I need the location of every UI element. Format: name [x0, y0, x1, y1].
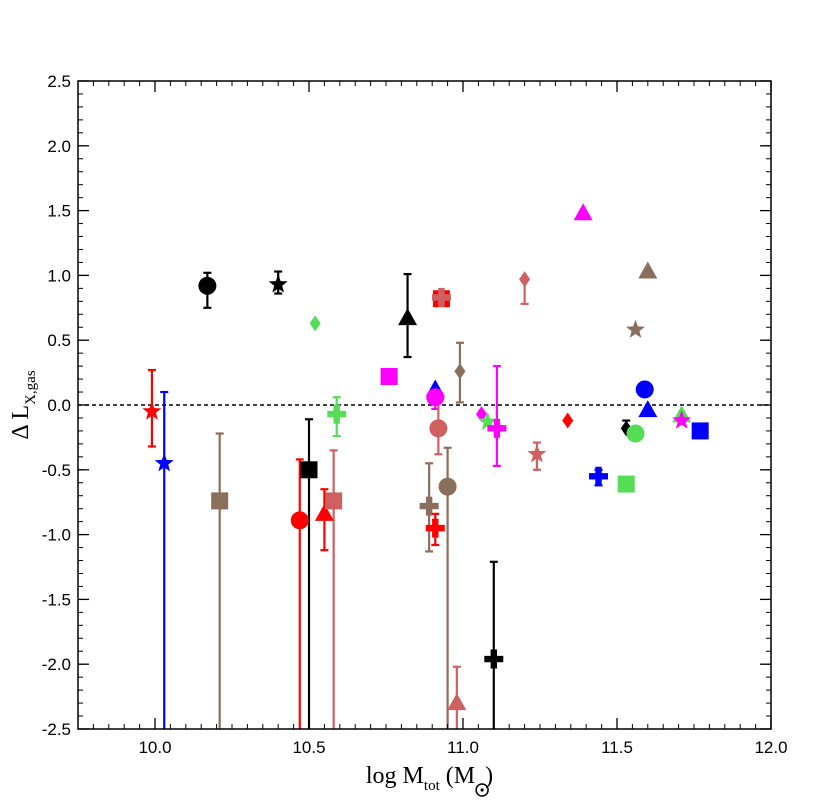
data-point-triangle — [314, 503, 334, 521]
data-point-circle — [635, 380, 654, 399]
data-point-circle — [429, 419, 448, 438]
data-point-diamond — [562, 412, 574, 429]
data-point-square — [691, 422, 709, 440]
data-point-cross — [419, 496, 439, 516]
sun-dot — [480, 788, 484, 792]
x-tick-label: 11.0 — [447, 738, 479, 757]
x-axis-title-main: log M — [366, 763, 424, 789]
data-point-circle — [426, 388, 445, 407]
data-point-square — [300, 461, 318, 479]
x-axis-title-subscript: tot — [424, 778, 441, 794]
data-point-cross — [425, 518, 445, 538]
data-point-triangle — [447, 693, 467, 711]
y-tick-label: 2.0 — [47, 137, 71, 156]
data-point-diamond — [475, 406, 487, 423]
y-tick-label: 1.0 — [47, 266, 71, 285]
x-tick-label: 12.0 — [754, 738, 787, 757]
x-axis-title-unit-open: (M — [440, 763, 475, 789]
data-point-star — [672, 410, 692, 429]
data-point-square — [617, 475, 635, 493]
data-point-diamond — [309, 315, 321, 332]
data-point-triangle — [638, 261, 658, 279]
x-tick-label: 10.5 — [292, 738, 325, 757]
data-point-star — [142, 401, 162, 420]
y-tick-label: 0.5 — [47, 331, 71, 350]
data-point-cross — [327, 404, 347, 424]
data-point-triangle — [398, 308, 418, 326]
sun-circle — [475, 783, 489, 797]
y-tick-label: -2.5 — [42, 720, 71, 739]
y-axis-title-subscript: X,gas — [23, 370, 39, 405]
data-point-triangle — [573, 203, 593, 221]
data-point-star — [268, 274, 288, 293]
data-point-diamond — [519, 271, 531, 288]
y-tick-label: 2.5 — [47, 72, 71, 91]
data-point-square — [211, 492, 229, 510]
data-point-circle — [626, 424, 645, 443]
data-point-circle — [438, 477, 457, 496]
x-tick-label: 10.0 — [138, 738, 171, 757]
data-point-circle — [290, 511, 309, 530]
y-tick-label: 0.0 — [47, 396, 71, 415]
y-tick-label: -2.0 — [42, 655, 71, 674]
y-tick-label: 1.5 — [47, 202, 71, 221]
data-point-cross — [431, 287, 451, 307]
y-axis-title-main: Δ L — [8, 405, 34, 440]
solar-mass-symbol — [475, 783, 489, 797]
x-axis-title-unit-close: ) — [485, 763, 493, 789]
x-tick-label: 11.5 — [601, 738, 633, 757]
data-point-cross — [589, 466, 609, 486]
data-point-star — [478, 411, 498, 430]
y-axis-title: Δ LX,gas — [8, 370, 39, 440]
data-point-cross — [487, 418, 507, 438]
plot-frame — [77, 80, 772, 730]
y-tick-label: -0.5 — [42, 461, 71, 480]
x-axis-title: log Mtot (M ) — [366, 763, 493, 794]
data-point-star — [154, 453, 174, 472]
data-point-diamond — [454, 363, 466, 380]
data-point-square — [325, 492, 343, 510]
y-tick-label: -1.0 — [42, 526, 71, 545]
data-point-star — [625, 319, 645, 338]
data-point-circle — [198, 276, 217, 295]
data-point-square — [380, 367, 398, 385]
y-tick-label: -1.5 — [42, 590, 71, 609]
data-point-triangle — [638, 400, 658, 418]
data-point-cross — [484, 649, 504, 669]
data-point-star — [527, 444, 547, 463]
